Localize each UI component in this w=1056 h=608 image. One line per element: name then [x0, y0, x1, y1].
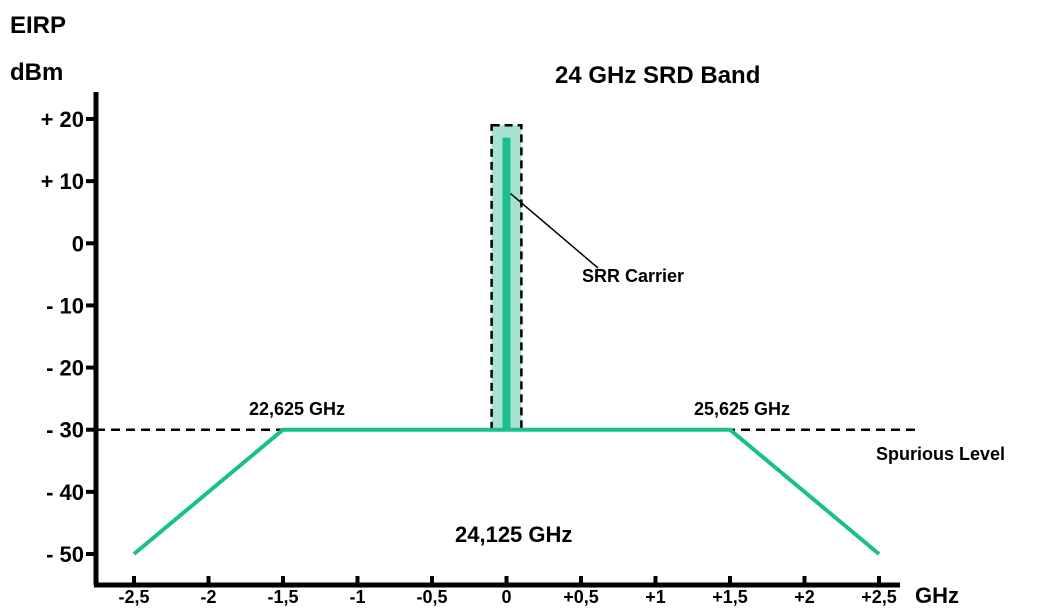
- x-tick-label: +0,5: [563, 587, 599, 607]
- chart-title: 24 GHz SRD Band: [555, 62, 761, 89]
- y-tick-label: - 10: [46, 293, 84, 318]
- series-group: [132, 427, 881, 556]
- y-tick-label: - 40: [46, 480, 84, 505]
- x-tick-label: -0,5: [416, 587, 447, 607]
- x-tick-label: -2: [200, 587, 216, 607]
- labels-group: + 20 + 10 0 - 10 - 20 - 30 - 40 - 50 -2,5 -2 -1,5 -…: [41, 107, 1005, 608]
- mask-line: [132, 427, 881, 556]
- y-tick-label: + 20: [41, 107, 84, 132]
- y-tick-label: - 30: [46, 418, 84, 443]
- y-tick-label: - 50: [46, 542, 84, 567]
- y-tick-label: + 10: [41, 169, 84, 194]
- x-tick-label: -1,5: [267, 587, 298, 607]
- left-frequency-label: 22,625 GHz: [249, 399, 345, 419]
- y-axis-label-eirp: EIRP: [10, 12, 67, 39]
- x-tick-label: -1: [349, 587, 365, 607]
- x-unit-label: GHz: [915, 583, 959, 608]
- x-tick-label: +1: [645, 587, 666, 607]
- x-tick-label: +2,5: [861, 587, 897, 607]
- spurious-level-label: Spurious Level: [876, 444, 1005, 464]
- carrier-label: SRR Carrier: [582, 266, 684, 286]
- carrier-leader-line: [510, 193, 599, 269]
- carrier-group: [490, 123, 523, 431]
- y-axis-label-dbm: dBm: [10, 59, 64, 86]
- x-tick-label: -2,5: [118, 587, 149, 607]
- right-frequency-label: 25,625 GHz: [694, 399, 790, 419]
- x-tick-label: +1,5: [712, 587, 748, 607]
- x-tick-label: +2: [794, 587, 815, 607]
- y-tick-label: 0: [72, 231, 84, 256]
- x-tick-label: 0: [501, 587, 511, 607]
- y-tick-label: - 20: [46, 356, 84, 381]
- center-frequency-label: 24,125 GHz: [455, 522, 572, 547]
